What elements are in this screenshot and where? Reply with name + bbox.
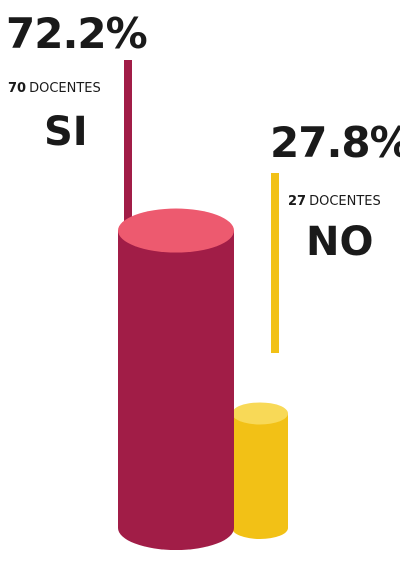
cylinder-si-top <box>118 208 234 253</box>
cylinder-no-top <box>232 402 288 425</box>
series-si: 72.2% 70 DOCENTES SI <box>6 9 234 550</box>
count-word-si: DOCENTES <box>29 81 101 96</box>
percent-label-no: 27.8% <box>270 118 400 167</box>
percent-label-si: 72.2% <box>6 9 147 58</box>
count-label-si: 70 DOCENTES <box>8 81 101 96</box>
cylinder-si-body <box>118 230 234 550</box>
category-label-si: SI <box>44 109 88 155</box>
count-number-no: 27 <box>288 194 306 209</box>
leader-line-no <box>271 173 279 353</box>
count-word-no: DOCENTES <box>309 194 381 209</box>
category-label-no: NO <box>306 219 373 265</box>
count-number-si: 70 <box>8 81 26 96</box>
leader-line-si <box>124 60 132 260</box>
series-no: 27.8% 27 DOCENTES NO <box>232 118 400 539</box>
cylinder-no-body <box>232 413 288 539</box>
count-label-no: 27 DOCENTES <box>288 194 381 209</box>
